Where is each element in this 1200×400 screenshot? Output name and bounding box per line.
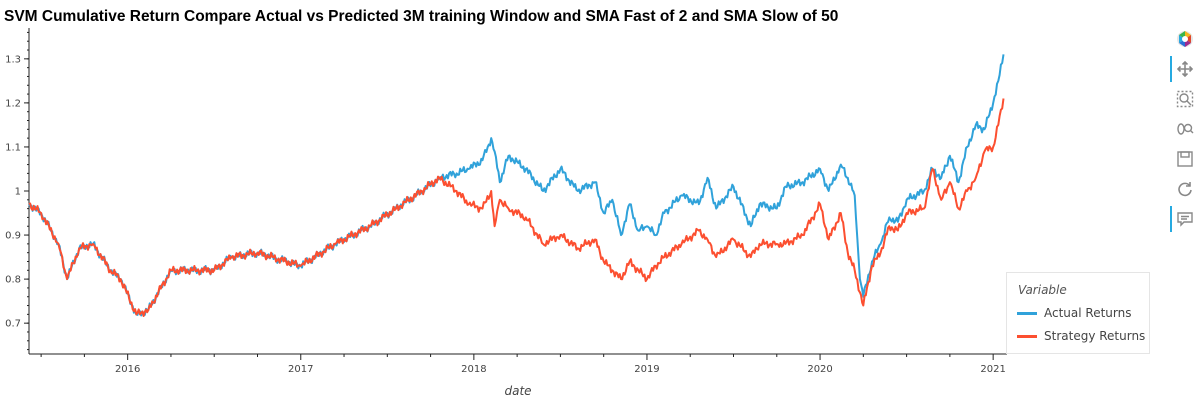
legend-swatch-actual xyxy=(1017,311,1037,315)
legend-label-actual: Actual Returns xyxy=(1044,306,1132,320)
x-axis-label: date xyxy=(504,384,531,398)
bokeh-logo-icon[interactable] xyxy=(1172,26,1198,52)
y-tick-label: 1.3 xyxy=(5,54,21,65)
box-zoom-icon[interactable] xyxy=(1172,86,1198,112)
series-layer xyxy=(28,54,1005,317)
x-tick-label: 2020 xyxy=(807,364,832,375)
y-tick-label: 0.7 xyxy=(5,319,21,330)
y-tick-label: 1.1 xyxy=(5,142,21,153)
axes: 0.7 0.8 0.9 1 1.1 1.2 1.3 2016 2017 2018 2019 2020 2… xyxy=(5,28,1007,375)
y-tick-label: 0.8 xyxy=(5,275,21,286)
legend: Variable Actual Returns Strategy Returns xyxy=(1006,272,1150,354)
legend-item-strategy-returns[interactable]: Strategy Returns xyxy=(1017,328,1145,344)
chart-plot[interactable]: 0.7 0.8 0.9 1 1.1 1.2 1.3 2016 2017 2018 2019 2020 2… xyxy=(0,0,1160,400)
toolbar xyxy=(1168,26,1198,232)
x-tick-label: 2019 xyxy=(634,364,659,375)
y-tick-label: 1 xyxy=(15,187,21,198)
wheel-zoom-icon[interactable] xyxy=(1172,116,1198,142)
pan-icon[interactable] xyxy=(1170,56,1198,82)
legend-item-actual-returns[interactable]: Actual Returns xyxy=(1017,305,1131,321)
reset-icon[interactable] xyxy=(1172,176,1198,202)
series-line-strategy-returns[interactable] xyxy=(28,98,1005,317)
x-tick-label: 2018 xyxy=(461,364,486,375)
y-tick-label: 1.2 xyxy=(5,98,21,109)
hover-icon[interactable] xyxy=(1170,206,1198,232)
legend-swatch-strategy xyxy=(1017,334,1037,338)
x-tick-label: 2016 xyxy=(115,364,140,375)
x-tick-label: 2017 xyxy=(288,364,313,375)
y-tick-label: 0.9 xyxy=(5,231,21,242)
save-icon[interactable] xyxy=(1172,146,1198,172)
legend-title: Variable xyxy=(1018,283,1067,297)
series-line-actual-returns[interactable] xyxy=(28,54,1005,317)
chart-title: SVM Cumulative Return Compare Actual vs … xyxy=(4,8,839,25)
x-tick-label: 2021 xyxy=(980,364,1005,375)
legend-label-strategy: Strategy Returns xyxy=(1044,329,1146,343)
